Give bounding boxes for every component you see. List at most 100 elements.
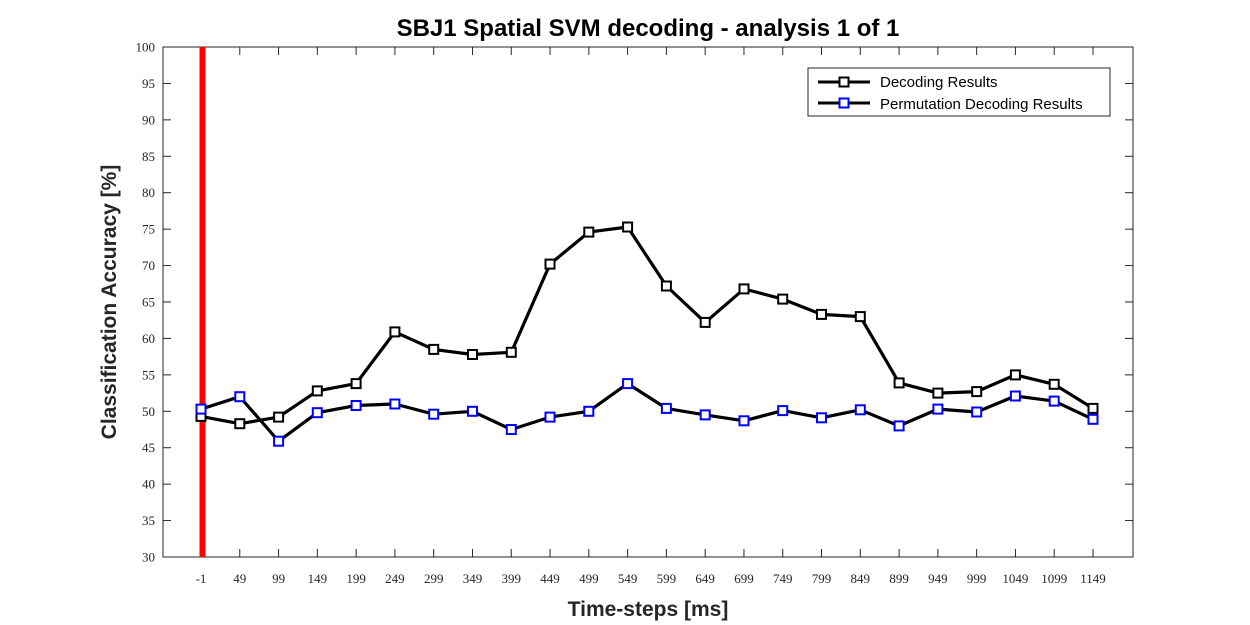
series-2-point (816, 412, 827, 424)
legend-label-permutation: Permutation Decoding Results (880, 96, 1083, 113)
series-2-point (505, 424, 517, 435)
series-2-point (428, 408, 440, 420)
series-1-point (660, 280, 672, 292)
series-2-point (854, 404, 866, 416)
chart-legend: Decoding Results Permutation Decoding Re… (807, 67, 1111, 117)
x-tick-label: 999 (967, 571, 987, 586)
y-tick-label: 70 (142, 258, 155, 273)
y-tick-label: 90 (142, 112, 155, 127)
series-2-point (311, 407, 323, 419)
legend-marker-permutation (838, 97, 850, 109)
series-2-point (467, 405, 478, 417)
chart-title: SBJ1 Spatial SVM decoding - analysis 1 o… (397, 15, 900, 42)
series-1-point (1087, 402, 1099, 414)
x-tick-label: 599 (657, 571, 677, 586)
series-2-point (622, 378, 634, 390)
series-2-point (350, 400, 362, 411)
x-tick-label: 1099 (1041, 571, 1067, 586)
x-tick-label: 99 (272, 571, 285, 586)
series-1-point (854, 311, 866, 323)
x-tick-label: 1149 (1080, 571, 1106, 586)
x-tick-label: 549 (618, 571, 638, 586)
series-1-point (971, 386, 983, 398)
y-tick-label: 60 (142, 331, 155, 346)
x-tick-label: 449 (540, 571, 560, 586)
series-2-point (777, 405, 789, 417)
x-tick-label: 849 (851, 571, 871, 586)
x-tick-label: 499 (579, 571, 599, 586)
y-tick-label: 80 (142, 185, 155, 200)
x-tick-label: 749 (773, 571, 793, 586)
series-1-point (544, 258, 556, 270)
x-tick-label: 949 (928, 571, 948, 586)
legend-label-decoding: Decoding Results (880, 74, 998, 91)
series-1-point (273, 411, 285, 423)
x-tick-label: 349 (463, 571, 483, 586)
series-2-point (893, 420, 905, 432)
series-1-point (893, 377, 905, 389)
y-tick-label: 95 (142, 76, 155, 91)
series-2-point (389, 398, 401, 410)
x-tick-label: 899 (889, 571, 909, 586)
y-tick-label: 100 (136, 40, 156, 55)
y-tick-label: 55 (142, 367, 155, 382)
x-axis-label: Time-steps [ms] (568, 598, 729, 621)
y-axis-label: Classification Accuracy [%] (98, 165, 121, 440)
series-2-point (1087, 413, 1099, 425)
plot-frame (162, 46, 1134, 558)
y-tick-label: 50 (142, 404, 155, 419)
series-1-point (389, 326, 401, 338)
series-2-point (932, 403, 944, 415)
series-1-point (505, 346, 517, 358)
series-2-point (971, 406, 983, 418)
series-1-point (1009, 369, 1021, 381)
series-1-point (932, 387, 944, 399)
x-tick-label: 1049 (1002, 571, 1028, 586)
series-2-point (273, 435, 285, 447)
y-tick-label: 30 (142, 550, 155, 565)
y-tick-label: 45 (142, 440, 155, 455)
series-2-point (699, 409, 711, 421)
series-1-point (311, 385, 323, 397)
series-1-point (622, 221, 634, 233)
legend-marker-decoding (838, 76, 850, 88)
axis-ticks: 30 35 40 45 50 55 60 65 70 75 80 85 90 95 100 -1 49 99 149… (136, 40, 1133, 586)
plot-area (162, 46, 1134, 558)
series-2-point (1009, 390, 1021, 402)
x-tick-label: 149 (308, 571, 328, 586)
x-tick-label: 649 (695, 571, 715, 586)
series-1-point (1048, 378, 1060, 390)
legend-box (807, 67, 1111, 117)
series-1-point (816, 308, 827, 320)
series-1-point (777, 293, 789, 305)
x-tick-label: 399 (502, 571, 522, 586)
x-tick-label: -1 (196, 571, 207, 586)
x-tick-label: 699 (734, 571, 754, 586)
x-tick-label: 199 (346, 571, 366, 586)
x-tick-label: 799 (812, 571, 832, 586)
x-tick-label: 249 (385, 571, 405, 586)
series-2-point (234, 391, 246, 403)
series-1-point (350, 378, 362, 390)
x-tick-label: 299 (424, 571, 444, 586)
series-2-point (660, 402, 672, 414)
series-1-point (467, 349, 478, 360)
series-line-2 (200, 382, 1094, 443)
series-1-point (583, 226, 595, 238)
series-2-point (544, 411, 556, 423)
y-tick-label: 35 (142, 513, 155, 528)
y-tick-label: 65 (142, 295, 155, 310)
series-1-point (234, 418, 246, 430)
series-2-point (1048, 395, 1060, 407)
y-tick-label: 40 (142, 477, 155, 492)
series-1-point (738, 283, 750, 295)
y-tick-label: 85 (142, 149, 155, 164)
series-1-point (428, 343, 440, 355)
series-markers (195, 221, 1099, 447)
series-lines (200, 225, 1094, 443)
series-2-point (195, 403, 207, 415)
series-2-point (738, 415, 750, 427)
x-tick-label: 49 (233, 571, 246, 586)
